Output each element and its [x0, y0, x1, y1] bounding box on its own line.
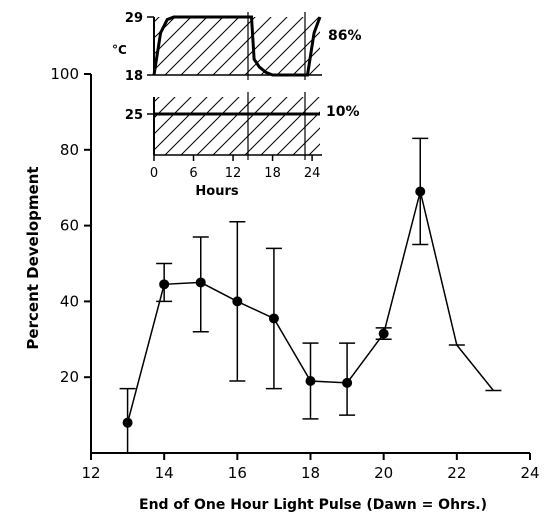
data-point	[305, 375, 316, 386]
y-tick-label: 100	[50, 65, 79, 83]
x-tick-label: 14	[155, 464, 174, 482]
x-tick-label: 24	[520, 464, 539, 482]
inset-x-tick-label: 6	[189, 166, 197, 181]
temperature-panel: 29 18 °C 86%	[112, 11, 362, 84]
inset-chart: 29 18 °C 86% 25 10% 0 6 12 18 24 Hours	[112, 11, 362, 199]
data-point	[195, 277, 206, 288]
temperature-humidity-label: 86%	[328, 28, 362, 44]
humidity-tick-label: 25	[125, 108, 143, 123]
inset-x-tick-label: 18	[264, 166, 281, 181]
temperature-tick-label-low: 18	[125, 69, 143, 84]
temperature-axis-label: °C	[112, 43, 127, 57]
data-point	[159, 279, 170, 290]
data-point	[122, 417, 133, 428]
y-tick-label: 60	[60, 217, 79, 235]
x-tick-label: 12	[81, 464, 100, 482]
x-tick-label: 22	[447, 464, 466, 482]
data-point	[342, 377, 353, 388]
data-point	[232, 296, 243, 307]
inset-x-tick-label: 0	[150, 166, 158, 181]
x-tick-label: 20	[374, 464, 393, 482]
x-tick-label: 18	[301, 464, 320, 482]
data-point	[415, 186, 426, 197]
humidity-label: 10%	[326, 104, 360, 120]
y-tick-label: 80	[60, 141, 79, 159]
x-axis-label: End of One Hour Light Pulse (Dawn = Ohrs…	[139, 497, 487, 513]
y-tick-label: 20	[60, 368, 79, 386]
inset-x-tick-label: 12	[225, 166, 242, 181]
temperature-tick-label-high: 29	[125, 11, 143, 26]
data-point	[378, 328, 389, 339]
humidity-panel: 25 10%	[125, 92, 360, 160]
y-axis-label: Percent Development	[24, 166, 42, 349]
x-tick-label: 16	[228, 464, 247, 482]
inset-x-axis-label: Hours	[195, 184, 238, 199]
inset-x-tick-label: 24	[304, 166, 321, 181]
data-point	[268, 313, 279, 324]
temperature-curve	[152, 15, 322, 77]
y-tick-label: 40	[60, 292, 79, 310]
